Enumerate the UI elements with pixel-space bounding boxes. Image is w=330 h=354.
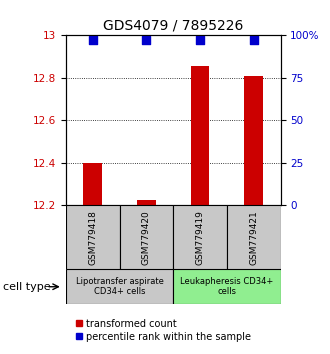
Bar bbox=[244, 76, 263, 205]
Bar bbox=[173, 205, 227, 269]
Point bbox=[251, 38, 256, 43]
Title: GDS4079 / 7895226: GDS4079 / 7895226 bbox=[103, 19, 244, 33]
Text: Lipotransfer aspirate
CD34+ cells: Lipotransfer aspirate CD34+ cells bbox=[76, 277, 164, 296]
Text: GSM779419: GSM779419 bbox=[196, 210, 205, 265]
Bar bbox=[227, 205, 280, 269]
Bar bbox=[83, 163, 102, 205]
Bar bbox=[137, 200, 156, 205]
Bar bbox=[120, 205, 173, 269]
Legend: transformed count, percentile rank within the sample: transformed count, percentile rank withi… bbox=[71, 315, 255, 346]
Text: GSM779418: GSM779418 bbox=[88, 210, 97, 265]
Bar bbox=[173, 269, 280, 304]
Text: GSM779420: GSM779420 bbox=[142, 210, 151, 264]
Text: cell type: cell type bbox=[3, 282, 51, 292]
Bar bbox=[66, 269, 173, 304]
Point bbox=[197, 38, 203, 43]
Text: GSM779421: GSM779421 bbox=[249, 210, 258, 264]
Bar bbox=[191, 66, 210, 205]
Text: Leukapheresis CD34+
cells: Leukapheresis CD34+ cells bbox=[180, 277, 274, 296]
Point bbox=[90, 38, 95, 43]
Bar bbox=[66, 205, 120, 269]
Point bbox=[144, 38, 149, 43]
